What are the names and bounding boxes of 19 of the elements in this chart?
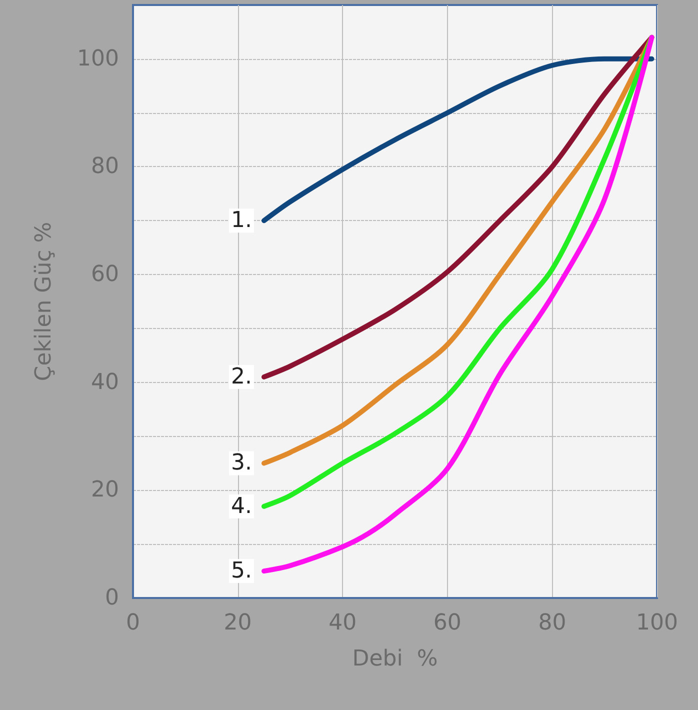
series-label: 4. — [231, 494, 252, 519]
series-label: 2. — [231, 364, 252, 390]
y-tick-label: 80 — [91, 154, 119, 180]
x-tick-label: 80 — [538, 610, 566, 636]
y-axis-title: Çekilen Güç % — [32, 222, 56, 382]
series-label: 3. — [231, 450, 252, 476]
series-label: 5. — [231, 558, 252, 584]
x-axis-title: Debi % — [352, 646, 438, 672]
y-tick-label: 100 — [77, 46, 119, 72]
y-tick-label: 60 — [91, 262, 119, 288]
series-label: 1. — [231, 208, 252, 234]
y-tick-label: 20 — [91, 478, 119, 503]
x-tick-label: 0 — [126, 610, 140, 636]
x-tick-label: 40 — [328, 610, 357, 636]
x-tick-label: 100 — [636, 610, 678, 636]
y-tick-label: 0 — [105, 586, 119, 610]
x-tick-label: 20 — [224, 610, 252, 636]
y-tick-label: 40 — [91, 370, 119, 395]
x-tick-label: 60 — [433, 610, 462, 636]
